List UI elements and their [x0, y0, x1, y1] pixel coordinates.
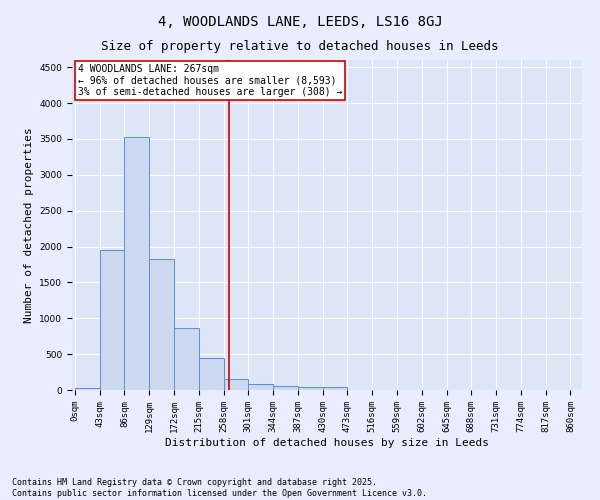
Bar — [248, 384, 273, 390]
Bar — [224, 378, 248, 390]
Text: 4 WOODLANDS LANE: 267sqm
← 96% of detached houses are smaller (8,593)
3% of semi: 4 WOODLANDS LANE: 267sqm ← 96% of detach… — [78, 64, 342, 97]
Text: Size of property relative to detached houses in Leeds: Size of property relative to detached ho… — [101, 40, 499, 53]
Bar — [149, 260, 174, 390]
Bar — [100, 250, 124, 390]
Text: 4, WOODLANDS LANE, LEEDS, LS16 8GJ: 4, WOODLANDS LANE, LEEDS, LS16 8GJ — [158, 15, 442, 29]
Bar — [273, 386, 298, 390]
X-axis label: Distribution of detached houses by size in Leeds: Distribution of detached houses by size … — [165, 438, 489, 448]
Bar — [124, 138, 149, 390]
Y-axis label: Number of detached properties: Number of detached properties — [24, 127, 34, 323]
Bar — [75, 388, 100, 390]
Bar — [298, 387, 323, 390]
Bar — [199, 358, 224, 390]
Text: Contains HM Land Registry data © Crown copyright and database right 2025.
Contai: Contains HM Land Registry data © Crown c… — [12, 478, 427, 498]
Bar — [174, 328, 199, 390]
Bar — [323, 388, 347, 390]
